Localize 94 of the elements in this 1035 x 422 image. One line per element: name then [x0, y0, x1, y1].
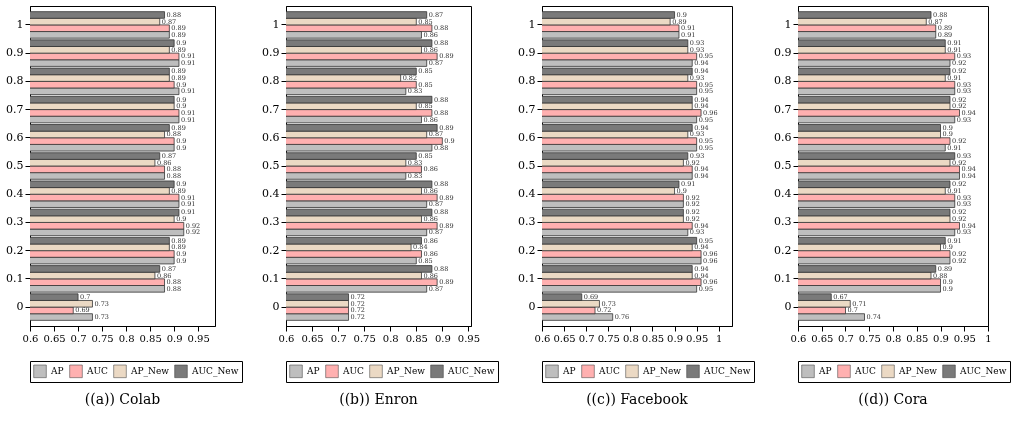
y-tick-label: 1	[528, 17, 536, 31]
y-tick-label: 0.8	[774, 74, 792, 88]
x-tick-label: 0.95	[953, 332, 976, 344]
x-tick-label: 0.85	[906, 332, 929, 344]
legend-label: AUC	[598, 366, 621, 377]
x-tick-label: 0.9	[434, 332, 451, 344]
y-tick-label: 0.6	[6, 130, 24, 144]
legend-label: AUC	[86, 366, 109, 377]
y-tick-label: 0	[784, 300, 792, 314]
x-tick-label: 1	[716, 332, 723, 344]
x-tick-label: 0.65	[553, 332, 576, 344]
y-tick-label: 0.3	[262, 215, 280, 229]
y-tick-label: 0.1	[6, 271, 24, 285]
x-tick-label: 0.8	[118, 332, 135, 344]
x-tick-label: 0.7	[330, 332, 347, 344]
y-tick-label: 0.1	[774, 271, 792, 285]
x-tick-label: 0.8	[622, 332, 639, 344]
y-tick-label: 1	[272, 17, 280, 31]
legend-label: AUC	[342, 366, 365, 377]
y-tick-label: 0.5	[518, 159, 536, 172]
x-tick-label: 0.85	[139, 332, 162, 344]
y-tick-label: 0.9	[262, 46, 280, 60]
y-tick-label: 0.9	[518, 46, 536, 60]
x-tick-label: 1	[985, 332, 992, 344]
x-tick-label: 0.8	[382, 332, 399, 344]
x-tick-label: 0.75	[91, 332, 114, 344]
y-tick-label: 0.5	[6, 159, 24, 172]
y-tick-label: 0.5	[774, 159, 792, 172]
x-tick-label: 0.9	[166, 332, 183, 344]
y-tick-label: 0.7	[262, 102, 280, 116]
text: ((b)) Enron	[339, 390, 418, 407]
y-tick-label: 0.1	[262, 271, 280, 285]
y-tick-label: 0.8	[262, 74, 280, 88]
x-tick-label: 0.9	[933, 332, 949, 344]
legend-label: AP_New	[130, 366, 170, 378]
x-tick-label: 0.8	[885, 332, 902, 344]
x-tick-label: 0.95	[686, 332, 709, 344]
y-tick-label: 0.4	[518, 187, 536, 201]
legend-label: AP	[306, 366, 320, 377]
y-tick-label: 0.3	[6, 215, 24, 229]
y-tick-label: 0.8	[6, 74, 24, 88]
legend-label: AP_New	[386, 366, 426, 378]
y-tick-label: 0.7	[518, 102, 536, 116]
y-tick-label: 1	[16, 17, 24, 31]
legend-label: AP	[818, 366, 832, 377]
y-tick-label: 0.9	[6, 46, 24, 60]
y-tick-label: 0.8	[518, 74, 536, 88]
y-tick-label: 0.9	[774, 46, 792, 60]
x-tick-label: 0.9	[667, 332, 684, 344]
y-tick-label: 0.6	[262, 130, 280, 144]
legend-label: AP	[50, 366, 64, 377]
x-tick-label: 0.95	[187, 332, 210, 344]
x-tick-label: 0.7	[578, 332, 595, 344]
x-tick-label: 0.85	[405, 332, 428, 344]
y-tick-label: 0.2	[262, 243, 280, 257]
legend-label: AP	[562, 366, 576, 377]
y-tick-label: 0.2	[774, 243, 792, 257]
y-tick-label: 0.7	[6, 102, 24, 116]
y-tick-label: 0	[528, 300, 536, 314]
x-tick-label: 0.75	[858, 332, 881, 344]
x-tick-label: 0.65	[43, 332, 66, 344]
x-tick-label: 0.85	[641, 332, 665, 344]
x-tick-label: 0.75	[597, 332, 620, 344]
legend-label: AUC	[854, 366, 877, 377]
x-tick-label: 0.75	[353, 332, 376, 344]
y-tick-label: 0.3	[774, 215, 792, 229]
y-tick-label: 0.2	[6, 243, 24, 257]
text: ((a)) Colab	[84, 390, 161, 407]
y-tick-label: 0.6	[518, 130, 536, 144]
x-tick-label: 0.7	[838, 332, 854, 344]
y-tick-label: 0.4	[262, 187, 280, 201]
y-tick-label: 0.5	[262, 159, 280, 172]
y-tick-label: 0.3	[518, 215, 536, 229]
x-tick-label: 0.95	[457, 332, 481, 344]
y-tick-label: 0	[16, 300, 24, 314]
y-tick-label: 0.6	[774, 130, 792, 144]
legend-label: AUC_New	[191, 366, 239, 378]
legend-label: AP_New	[642, 366, 682, 378]
y-tick-label: 1	[784, 17, 792, 31]
legend-label: AUC_New	[959, 366, 1007, 378]
x-tick-label: 0.65	[301, 332, 324, 344]
y-tick-label: 0	[272, 300, 280, 314]
x-tick-label: 0.65	[811, 332, 834, 344]
y-tick-label: 0.2	[518, 243, 536, 257]
y-tick-label: 0.4	[6, 187, 24, 201]
text: ((d)) Cora	[858, 390, 928, 407]
y-tick-label: 0.7	[774, 102, 792, 116]
y-tick-label: 0.1	[518, 271, 536, 285]
y-tick-label: 0.4	[774, 187, 792, 201]
x-tick-label: 0.7	[70, 332, 87, 344]
legend-label: AUC_New	[703, 366, 751, 378]
text: ((c)) Facebook	[586, 390, 689, 407]
legend-label: AP_New	[898, 366, 938, 378]
legend-label: AUC_New	[447, 366, 495, 378]
